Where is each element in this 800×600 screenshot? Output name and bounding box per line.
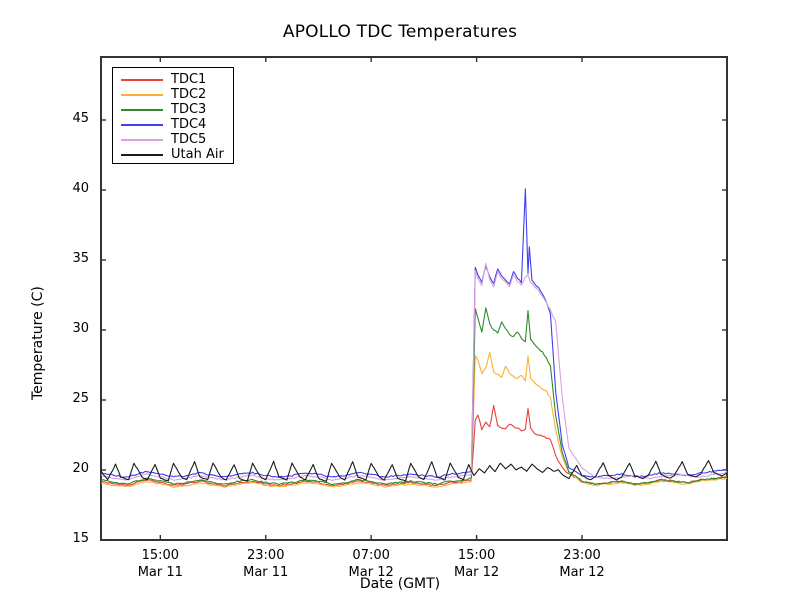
y-tick-label: 45	[72, 111, 89, 126]
y-tick-label: 30	[72, 321, 89, 336]
y-tick-label: 40	[72, 181, 89, 196]
legend-item-tdc4: TDC4	[113, 117, 235, 133]
x-tick-label: 23:00 Mar 12	[527, 547, 637, 581]
legend-item-tdc5: TDC5	[113, 132, 235, 148]
chart-title: APOLLO TDC Temperatures	[282, 22, 518, 42]
x-tick-time: 23:00	[563, 548, 601, 563]
legend-item-utah-air: Utah Air	[113, 147, 235, 163]
legend-color-swatch	[121, 94, 163, 96]
x-tick-date: Mar 12	[453, 565, 500, 580]
x-tick-date: Mar 11	[243, 565, 289, 580]
legend-label: TDC3	[171, 102, 207, 117]
legend-label: TDC1	[171, 72, 207, 87]
x-tick-label: 07:00 Mar 12	[316, 547, 426, 581]
legend-label: TDC5	[171, 132, 207, 147]
legend-color-swatch	[121, 79, 163, 81]
legend-label: TDC2	[171, 87, 207, 102]
x-tick-label: 15:00 Mar 11	[105, 547, 215, 581]
y-tick-label: 15	[72, 531, 89, 546]
x-tick-label: 23:00 Mar 11	[211, 547, 321, 581]
x-tick-time: 15:00	[141, 548, 180, 563]
x-tick-date: Mar 12	[348, 565, 394, 580]
legend-color-swatch	[121, 139, 163, 141]
legend-color-swatch	[121, 109, 163, 111]
chart-legend: TDC1 TDC2 TDC3 TDC4 TDC5 Utah Air	[112, 67, 234, 164]
y-tick-label: 35	[72, 251, 89, 266]
y-tick-label: 25	[72, 391, 89, 406]
x-tick-date: Mar 11	[137, 565, 183, 580]
x-tick-time: 15:00	[457, 548, 496, 563]
x-tick-label: 15:00 Mar 12	[422, 547, 532, 581]
x-tick-date: Mar 12	[559, 565, 605, 580]
legend-label: TDC4	[171, 117, 207, 132]
legend-item-tdc1: TDC1	[113, 72, 235, 88]
legend-color-swatch	[121, 154, 163, 156]
legend-label: Utah Air	[171, 147, 224, 162]
x-tick-time: 07:00	[352, 548, 390, 563]
y-tick-label: 20	[72, 461, 89, 476]
legend-color-swatch	[121, 124, 163, 126]
x-axis-label: Date (GMT)	[359, 576, 441, 592]
legend-item-tdc3: TDC3	[113, 102, 235, 118]
x-tick-time: 23:00	[247, 548, 285, 563]
legend-item-tdc2: TDC2	[113, 87, 235, 103]
